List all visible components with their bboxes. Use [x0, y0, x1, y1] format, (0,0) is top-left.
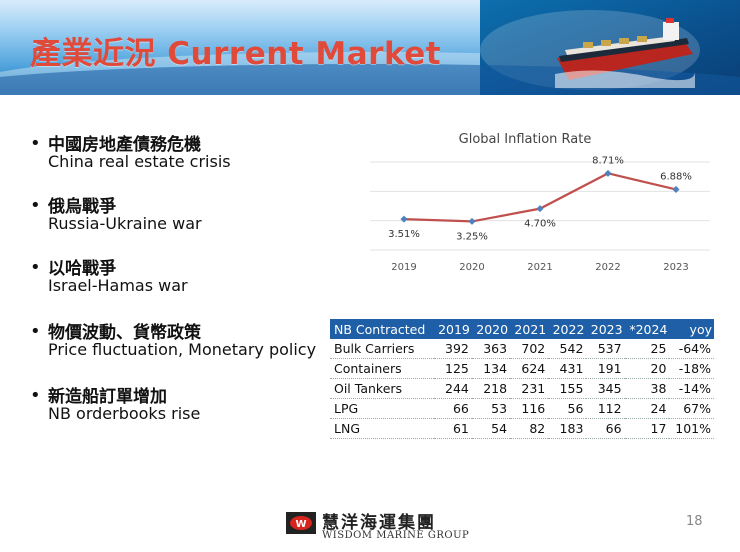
table-row: Oil Tankers 244 218 231 155 345 38 -14%: [330, 378, 714, 399]
bullet-dot-icon: •: [30, 195, 41, 216]
table-cell: 25: [624, 339, 670, 359]
table-cell: 218: [471, 378, 511, 399]
table-cell: 624: [510, 358, 549, 379]
table-header-cell: yoy: [669, 319, 714, 339]
page-number: 18: [686, 514, 703, 529]
company-logo-icon: W: [286, 512, 316, 534]
table-header-cell: 2020: [471, 319, 511, 339]
table-row: LPG 66 53 116 56 112 24 67%: [330, 398, 714, 419]
table-cell: Containers: [330, 358, 434, 379]
table-cell: Oil Tankers: [330, 378, 434, 399]
company-name-en: WISDOM MARINE GROUP: [322, 530, 470, 541]
table-cell: 24: [624, 398, 670, 419]
table-cell: 702: [510, 339, 549, 359]
chart-title: Global Inflation Rate: [458, 132, 592, 147]
bullet-zh: 中國房地產債務危機: [48, 135, 201, 155]
page-title: 產業近況 Current Market: [30, 36, 442, 72]
table-header-row: NB Contracted 2019 2020 2021 2022 2023 *2024 yo…: [330, 319, 714, 339]
bullet-en: China real estate crisis: [48, 152, 231, 171]
table-cell: -64%: [669, 339, 714, 359]
table-cell: 183: [548, 418, 587, 439]
table-cell: 363: [471, 339, 511, 359]
data-point: [536, 205, 544, 213]
x-tick-label: 2023: [663, 262, 688, 273]
data-label: 3.25%: [456, 231, 488, 242]
table-cell: 67%: [669, 398, 714, 419]
table-row: Bulk Carriers 392 363 702 542 537 25 -64%: [330, 339, 714, 359]
data-label: 4.70%: [524, 219, 556, 230]
table-cell: 537: [586, 339, 625, 359]
table-cell: 66: [586, 418, 625, 439]
table-cell: 134: [471, 358, 511, 379]
table-header-cell: 2022: [548, 319, 587, 339]
data-point: [672, 185, 680, 193]
table-cell: -18%: [669, 358, 714, 379]
table-header-cell: 2021: [510, 319, 549, 339]
table-cell: 431: [548, 358, 587, 379]
table-cell: 101%: [669, 418, 714, 439]
table-cell: 61: [433, 418, 472, 439]
table-header-cell: NB Contracted: [330, 319, 434, 339]
table-cell: 53: [471, 398, 511, 419]
table-cell: 20: [624, 358, 670, 379]
bullet-en: Russia-Ukraine war: [48, 214, 202, 233]
bullet-en: Price fluctuation, Monetary policy: [48, 340, 317, 359]
bullet-dot-icon: •: [30, 321, 41, 342]
x-tick-label: 2022: [595, 262, 620, 273]
table-cell: LNG: [330, 418, 434, 439]
series-line: [403, 172, 677, 223]
table-header-cell: 2023: [586, 319, 625, 339]
chart-plot: 3.51% 2019 3.25% 2020 4.70% 2021 8.71% 2022 6.88…: [370, 155, 710, 273]
table-cell: 125: [433, 358, 472, 379]
table-cell: 191: [586, 358, 625, 379]
table-header-cell: *2024: [624, 319, 670, 339]
nb-contracted-table: NB Contracted 2019 2020 2021 2022 2023 *2024 yo…: [330, 319, 714, 439]
table-cell: 56: [548, 398, 587, 419]
table-cell: -14%: [669, 378, 714, 399]
bullet-en: Israel-Hamas war: [48, 276, 188, 295]
data-point: [468, 217, 476, 225]
table-cell: 38: [624, 378, 670, 399]
table-cell: 345: [586, 378, 625, 399]
bullet-zh: 俄烏戰爭: [48, 197, 116, 217]
table-cell: 244: [433, 378, 472, 399]
inflation-chart: Global Inflation Rate 3.51% 2019 3.25% 2020…: [330, 122, 720, 282]
table-cell: 231: [510, 378, 549, 399]
table-cell: 155: [548, 378, 587, 399]
x-tick-label: 2021: [527, 262, 552, 273]
table-cell: 54: [471, 418, 511, 439]
bullet-en: NB orderbooks rise: [48, 404, 201, 423]
logo-mark: W: [295, 519, 306, 530]
bullet-dot-icon: •: [30, 133, 41, 154]
table-header-cell: 2019: [433, 319, 472, 339]
table-cell: LPG: [330, 398, 434, 419]
x-tick-label: 2020: [459, 262, 484, 273]
table-cell: 66: [433, 398, 472, 419]
table-cell: Bulk Carriers: [330, 339, 434, 359]
company-name-zh: 慧洋海運集團: [322, 513, 436, 533]
bullet-zh: 物價波動、貨幣政策: [48, 323, 201, 343]
data-label: 8.71%: [592, 155, 624, 166]
table-row: LNG 61 54 82 183 66 17 101%: [330, 418, 714, 439]
table-cell: 112: [586, 398, 625, 419]
table-cell: 392: [433, 339, 472, 359]
data-point: [604, 169, 612, 177]
data-label: 3.51%: [388, 229, 420, 240]
data-point: [400, 215, 408, 223]
table-cell: 17: [624, 418, 670, 439]
bullet-zh: 新造船訂單增加: [48, 387, 167, 407]
bullet-zh: 以哈戰爭: [48, 259, 116, 279]
table-cell: 116: [510, 398, 549, 419]
ship-image: [555, 18, 695, 88]
table-cell: 82: [510, 418, 549, 439]
bullet-dot-icon: •: [30, 257, 41, 278]
x-tick-label: 2019: [391, 262, 416, 273]
bullet-dot-icon: •: [30, 385, 41, 406]
table-cell: 542: [548, 339, 587, 359]
data-label: 6.88%: [660, 171, 692, 182]
table-row: Containers 125 134 624 431 191 20 -18%: [330, 358, 714, 379]
